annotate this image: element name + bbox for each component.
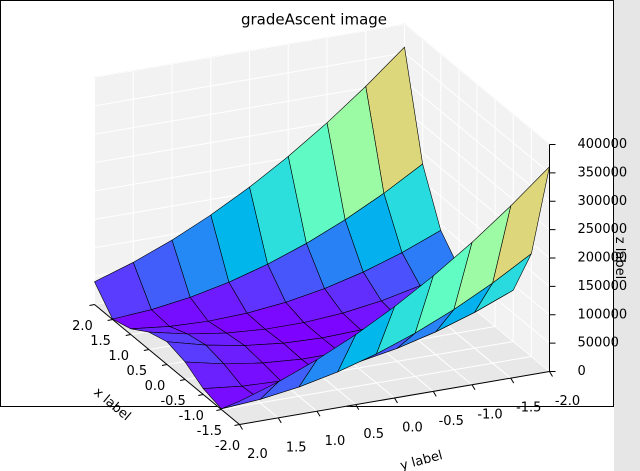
x-tick (89, 304, 95, 306)
z-tick-label: 150000 (578, 279, 628, 294)
grid-line (94, 80, 405, 135)
surface (94, 46, 551, 410)
x-tick-label: -2.0 (215, 439, 240, 454)
chart-title: gradeAscent image (241, 11, 387, 29)
z-tick-label: 350000 (578, 165, 628, 180)
axis-line (239, 371, 550, 425)
x-tick-label: -0.5 (160, 394, 185, 409)
z-tick-label: 100000 (578, 307, 628, 322)
y-tick-label: -0.5 (439, 414, 464, 429)
y-tick (432, 391, 437, 397)
z-tick-label: 200000 (578, 251, 628, 266)
x-tick (198, 394, 204, 396)
x-tick-label: -1.5 (197, 424, 222, 439)
y-tick-label: 0.5 (363, 427, 384, 442)
y-tick (510, 377, 515, 384)
axis-line (94, 304, 240, 425)
x-tick-label: 1.5 (90, 334, 111, 349)
y-tick-label: 0.0 (402, 421, 423, 436)
x-tick-label: 1.0 (108, 349, 129, 364)
y-tick-label: 1.0 (325, 434, 346, 449)
y-tick (549, 371, 553, 377)
grid-line (94, 24, 405, 78)
x-tick-label: 0.0 (145, 379, 166, 394)
z-tick-label: 300000 (578, 194, 628, 209)
y-tick-label: -1.0 (477, 407, 502, 422)
z-axis-label: z label (612, 237, 627, 279)
side-window (614, 0, 640, 471)
y-tick-label: -2.0 (555, 394, 580, 409)
x-tick-label: 0.5 (127, 364, 148, 379)
y-tick (239, 424, 243, 430)
grid-line (404, 52, 550, 174)
x-tick-label: 2.0 (72, 319, 93, 334)
y-tick (471, 384, 476, 391)
x-tick (143, 349, 149, 351)
y-tick (277, 417, 282, 424)
x-tick (125, 334, 131, 336)
y-tick-label: -1.5 (516, 401, 541, 416)
x-tick-label: -1.0 (179, 409, 204, 424)
z-tick-label: 50000 (578, 336, 619, 351)
x-tick (161, 364, 168, 366)
y-tick (355, 404, 360, 410)
x-tick (234, 424, 240, 426)
grid-line (94, 52, 405, 107)
z-tick-label: 250000 (578, 222, 628, 237)
z-tick-label: 400000 (578, 137, 628, 152)
z-tick-label: 0 (578, 364, 586, 379)
x-tick (180, 379, 186, 381)
y-tick (394, 397, 398, 404)
y-tick (316, 410, 321, 417)
grid-line (404, 80, 550, 202)
y-tick-label: 1.5 (286, 440, 307, 455)
x-tick (107, 319, 113, 321)
y-tick-label: 2.0 (247, 447, 268, 462)
surface-patch (221, 381, 279, 410)
x-tick (216, 409, 222, 411)
grid-line (404, 24, 550, 145)
